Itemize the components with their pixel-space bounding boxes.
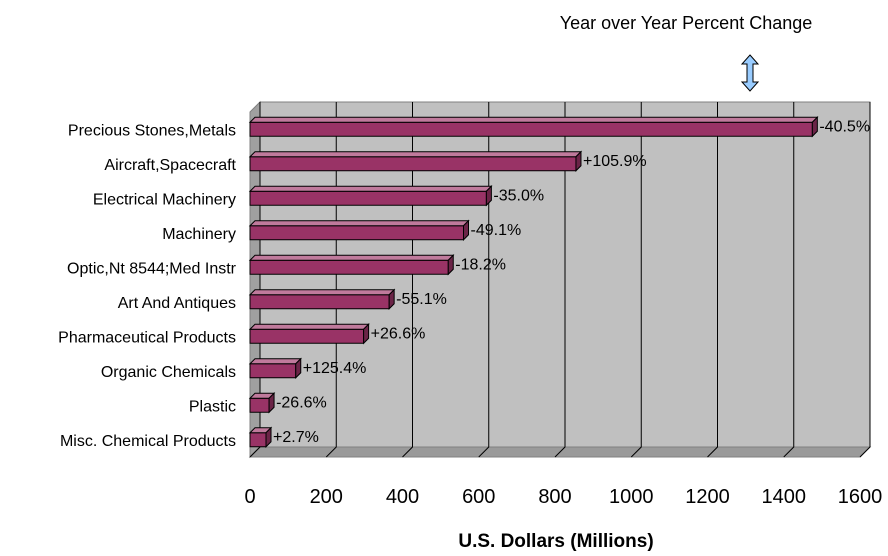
bar-side — [447, 254, 454, 276]
category-label: Aircraft,Spacecraft — [104, 157, 236, 174]
data-label: -35.0% — [493, 187, 544, 204]
bar-top — [248, 151, 583, 158]
bar-side — [295, 357, 302, 379]
gridline — [707, 102, 718, 458]
bar-front — [249, 121, 813, 137]
data-labels: -40.5% +105.9% -35.0% -49.1% -18.2% -55.1% +26… — [273, 118, 870, 446]
category-label: Machinery — [162, 226, 236, 243]
data-label: -26.6% — [276, 394, 327, 411]
bar-side — [388, 288, 395, 310]
bar-side — [463, 219, 469, 241]
bar-side — [268, 392, 275, 414]
category-label: Misc. Chemical Products — [60, 433, 236, 450]
bar — [248, 323, 370, 345]
gridlines — [249, 102, 871, 458]
category-label: Organic Chemicals — [101, 364, 236, 381]
bar-front — [249, 190, 487, 206]
data-label: +125.4% — [303, 360, 367, 377]
bar — [248, 426, 273, 448]
bar-side — [265, 426, 272, 448]
bar-top — [248, 185, 493, 192]
gridline — [402, 102, 413, 458]
gridline — [478, 102, 490, 458]
x-tick-label: 0 — [244, 486, 255, 508]
data-label: +2.7% — [273, 429, 319, 446]
x-tick-label: 600 — [462, 486, 495, 508]
category-labels: Precious Stones,Metals Aircraft,Spacecraf… — [58, 122, 237, 450]
bar-top — [248, 323, 370, 330]
bars — [248, 116, 819, 448]
tick-labels: 0 200 400 600 800 1000 1200 1400 1600 — [244, 486, 882, 508]
bar — [248, 116, 819, 138]
category-label: Plastic — [189, 398, 236, 415]
bar-front — [249, 328, 365, 344]
data-label: -55.1% — [396, 291, 447, 308]
bar — [248, 288, 396, 310]
data-label: -40.5% — [819, 118, 870, 135]
bar — [248, 150, 583, 172]
gridline — [554, 102, 566, 458]
gridline — [783, 102, 795, 458]
bar-front — [249, 397, 270, 413]
x-tick-label: 1200 — [685, 486, 730, 508]
bar-front — [249, 156, 577, 172]
x-tick-label: 200 — [310, 486, 343, 508]
bar-top — [248, 289, 396, 296]
percent-change-annotation: Year over Year Percent Change — [560, 13, 813, 33]
bar-front — [249, 259, 449, 275]
bar-front — [249, 294, 390, 310]
bar-front — [249, 432, 267, 448]
double-arrow-icon — [740, 54, 760, 92]
data-label: +26.6% — [371, 325, 426, 342]
category-label: Pharmaceutical Products — [58, 329, 236, 346]
bar-side — [363, 323, 370, 345]
bar — [248, 357, 302, 379]
x-axis-title: U.S. Dollars (Millions) — [458, 531, 653, 552]
bar-top — [248, 254, 455, 261]
category-label: Art And Antiques — [118, 295, 236, 312]
category-label: Optic,Nt 8544;Med Instr — [67, 260, 237, 277]
x-tick-label: 800 — [538, 486, 571, 508]
category-label: Electrical Machinery — [93, 191, 236, 208]
bar-front — [249, 225, 464, 241]
bar — [248, 219, 470, 241]
bar — [248, 254, 455, 276]
bar — [248, 392, 276, 414]
x-tick-label: 1600 — [838, 486, 883, 508]
category-label: Precious Stones,Metals — [68, 122, 236, 139]
bar-top — [248, 116, 819, 123]
gridline — [859, 102, 871, 458]
data-label: +105.9% — [583, 153, 647, 170]
data-label: -18.2% — [455, 256, 506, 273]
data-label: -49.1% — [471, 222, 522, 239]
bar-side — [811, 116, 818, 138]
x-tick-label: 1400 — [762, 486, 807, 508]
bar-side — [575, 150, 582, 172]
bar-front — [249, 363, 297, 379]
gridline — [325, 102, 337, 458]
bar-side — [485, 185, 492, 207]
bar-top — [248, 358, 302, 365]
gridline — [630, 102, 642, 458]
x-tick-label: 400 — [386, 486, 419, 508]
bar — [248, 185, 493, 207]
bar-top — [248, 220, 470, 227]
double-arrow-shape — [740, 54, 760, 92]
x-tick-label: 1000 — [609, 486, 654, 508]
